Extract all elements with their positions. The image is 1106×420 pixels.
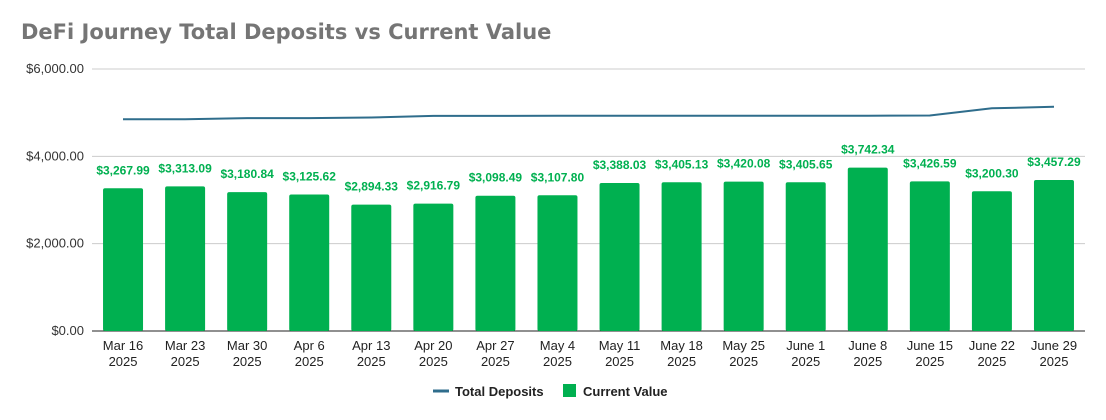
bar-current-value bbox=[537, 195, 578, 331]
y-tick-label: $4,000.00 bbox=[26, 148, 84, 163]
x-tick-label: June 1 bbox=[786, 338, 825, 353]
x-tick-label: Mar 16 bbox=[103, 338, 143, 353]
bar-current-value bbox=[1033, 180, 1074, 331]
data-label: $3,313.09 bbox=[158, 161, 212, 175]
bar-current-value bbox=[227, 192, 268, 331]
data-label: $3,125.62 bbox=[283, 170, 337, 184]
data-label: $3,107.80 bbox=[531, 170, 585, 184]
bar-current-value bbox=[103, 188, 144, 331]
bar-current-value bbox=[785, 182, 826, 331]
x-tick-label: Apr 20 bbox=[414, 338, 452, 353]
legend-label-current-value: Current Value bbox=[583, 384, 668, 399]
y-tick-label: $6,000.00 bbox=[26, 61, 84, 76]
data-label: $3,405.13 bbox=[655, 157, 709, 171]
x-tick-label: June 29 bbox=[1031, 338, 1077, 353]
x-tick-label-year: 2025 bbox=[791, 354, 820, 369]
x-tick-label: May 18 bbox=[660, 338, 703, 353]
bar-series-current-value bbox=[103, 167, 1074, 331]
x-tick-label-year: 2025 bbox=[667, 354, 696, 369]
bar-current-value bbox=[351, 204, 392, 331]
bar-current-value bbox=[661, 182, 702, 331]
data-label: $3,267.99 bbox=[96, 163, 150, 177]
x-tick-label-year: 2025 bbox=[481, 354, 510, 369]
y-axis-tick-labels: $0.00 $2,000.00 $4,000.00 $6,000.00 bbox=[26, 61, 84, 338]
chart-title: DeFi Journey Total Deposits vs Current V… bbox=[21, 20, 552, 44]
bar-current-value bbox=[413, 203, 454, 331]
data-label: $3,426.59 bbox=[903, 156, 957, 170]
bar-current-value bbox=[599, 183, 640, 331]
x-tick-label: June 15 bbox=[907, 338, 953, 353]
x-tick-label-year: 2025 bbox=[915, 354, 944, 369]
data-label: $3,405.65 bbox=[779, 157, 833, 171]
x-tick-label-year: 2025 bbox=[543, 354, 572, 369]
x-tick-label-year: 2025 bbox=[419, 354, 448, 369]
data-label: $3,388.03 bbox=[593, 158, 647, 172]
data-label: $2,894.33 bbox=[345, 180, 399, 194]
x-tick-label-year: 2025 bbox=[357, 354, 386, 369]
x-tick-label: Mar 23 bbox=[165, 338, 205, 353]
x-tick-label-year: 2025 bbox=[605, 354, 634, 369]
data-label: $3,098.49 bbox=[469, 171, 523, 185]
bar-current-value bbox=[909, 181, 950, 331]
x-tick-label: June 8 bbox=[848, 338, 887, 353]
x-tick-label-year: 2025 bbox=[1040, 354, 1069, 369]
x-tick-label: June 22 bbox=[969, 338, 1015, 353]
x-tick-label-year: 2025 bbox=[853, 354, 882, 369]
x-tick-label-year: 2025 bbox=[109, 354, 138, 369]
bar-current-value bbox=[475, 195, 516, 331]
x-tick-label: May 25 bbox=[722, 338, 765, 353]
data-label: $2,916.79 bbox=[407, 179, 461, 193]
data-label: $3,457.29 bbox=[1027, 155, 1081, 169]
x-tick-label: Apr 27 bbox=[476, 338, 514, 353]
data-label: $3,180.84 bbox=[220, 167, 274, 181]
bar-current-value bbox=[723, 181, 764, 331]
data-label: $3,420.08 bbox=[717, 157, 771, 171]
x-tick-label-year: 2025 bbox=[977, 354, 1006, 369]
x-tick-label: Apr 13 bbox=[352, 338, 390, 353]
x-tick-label: Mar 30 bbox=[227, 338, 267, 353]
x-tick-label-year: 2025 bbox=[295, 354, 324, 369]
x-tick-label-year: 2025 bbox=[729, 354, 758, 369]
x-tick-label-year: 2025 bbox=[171, 354, 200, 369]
legend-label-total-deposits: Total Deposits bbox=[455, 384, 544, 399]
x-tick-label: May 4 bbox=[540, 338, 575, 353]
y-tick-label: $0.00 bbox=[51, 323, 84, 338]
data-label: $3,200.30 bbox=[965, 166, 1019, 180]
line-series-total-deposits bbox=[123, 105, 1055, 121]
legend-swatch-current-value bbox=[563, 384, 576, 397]
bar-current-value bbox=[165, 186, 206, 331]
data-label: $3,742.34 bbox=[841, 143, 895, 157]
line-total-deposits bbox=[123, 105, 1055, 121]
y-tick-label: $2,000.00 bbox=[26, 236, 84, 251]
x-tick-label: May 11 bbox=[599, 338, 641, 353]
x-tick-label-year: 2025 bbox=[233, 354, 262, 369]
legend: Total Deposits Current Value bbox=[433, 384, 668, 399]
bar-current-value bbox=[289, 194, 330, 331]
data-labels: $3,267.99 $3,313.09 $3,180.84 $3,125.62 $2,8… bbox=[96, 143, 1081, 194]
x-tick-label: Apr 6 bbox=[294, 338, 325, 353]
bar-current-value bbox=[847, 167, 888, 331]
bar-current-value bbox=[971, 191, 1012, 331]
